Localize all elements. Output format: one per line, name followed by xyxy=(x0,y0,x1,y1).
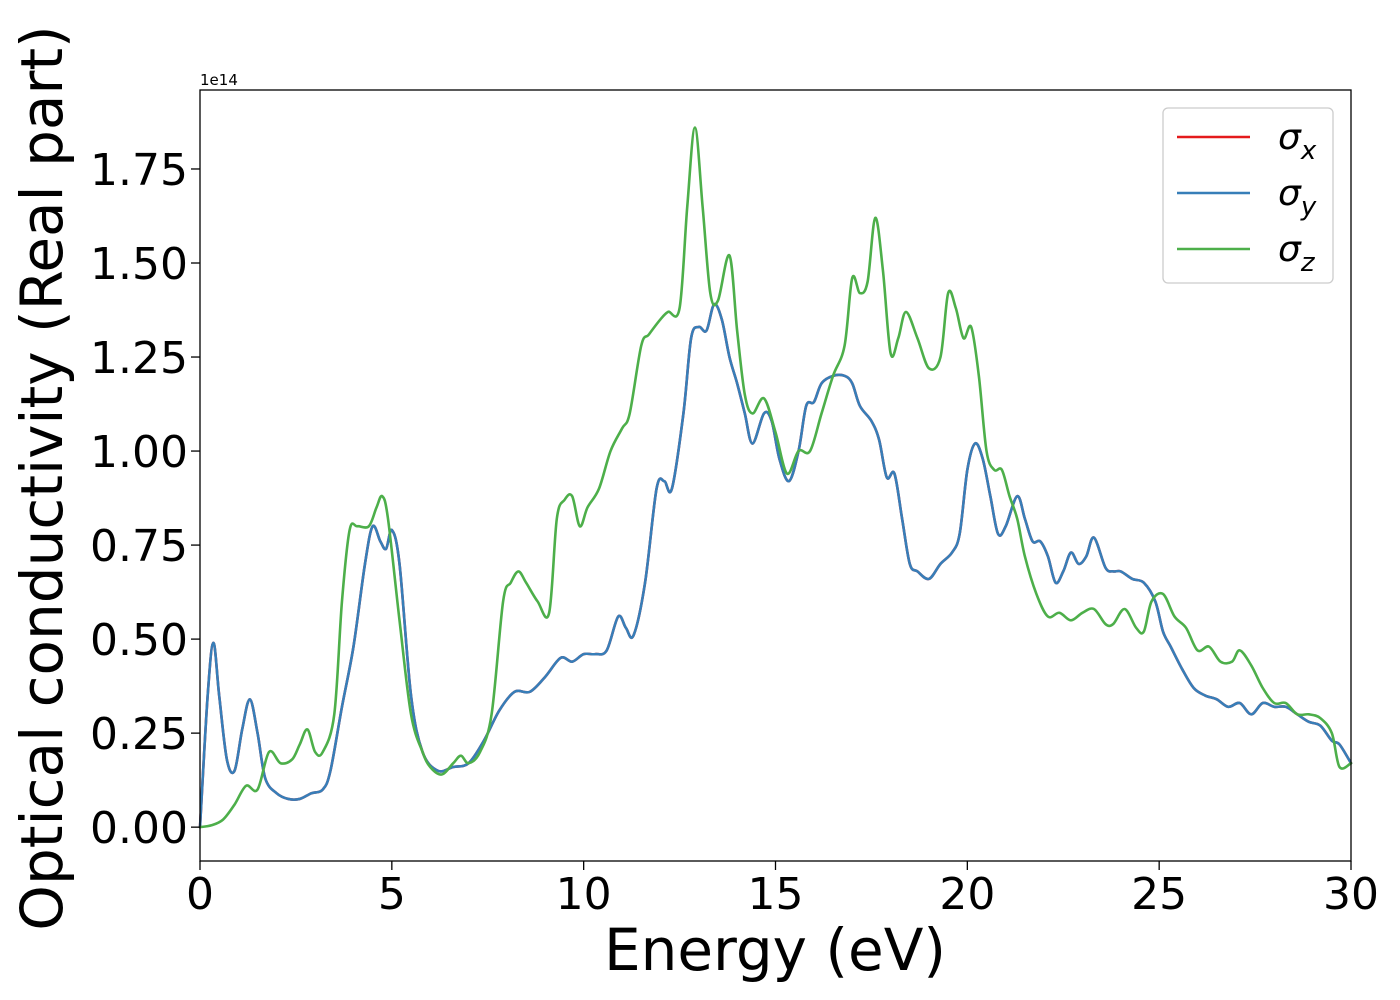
legend-label-subscript: y xyxy=(1300,192,1317,222)
legend-label-base: σ xyxy=(1278,229,1302,270)
y-axis-ticks: 0.00 0.25 0.50 0.75 1.00 1.25 1.50 1.75 xyxy=(90,145,200,854)
legend-label-base: σ xyxy=(1278,173,1302,214)
legend-label-y: σy xyxy=(1278,173,1317,222)
x-tick-label: 25 xyxy=(1131,869,1187,920)
legend-label-base: σ xyxy=(1278,117,1302,158)
x-axis-ticks: 0 5 10 15 20 25 30 xyxy=(186,861,1379,920)
x-tick-label: 0 xyxy=(186,869,214,920)
series-layer xyxy=(198,126,1353,829)
y-axis-title: Optical conductivity (Real part) xyxy=(8,25,76,930)
legend-label-x: σx xyxy=(1278,117,1317,166)
legend-label-subscript: z xyxy=(1300,248,1316,278)
x-axis-title: Energy (eV) xyxy=(604,916,946,984)
y-offset-label: 1e14 xyxy=(200,71,238,89)
y-tick-label: 0.75 xyxy=(90,521,188,572)
series-line-z xyxy=(198,126,1353,829)
legend-label-z: σz xyxy=(1278,229,1316,278)
series-line-y xyxy=(198,302,1353,829)
y-tick-label: 0.00 xyxy=(90,803,188,854)
y-tick-label: 0.25 xyxy=(90,709,188,760)
x-tick-label: 10 xyxy=(556,869,612,920)
y-tick-label: 0.50 xyxy=(90,615,188,666)
legend-label-subscript: x xyxy=(1300,136,1317,166)
y-tick-label: 1.00 xyxy=(90,427,188,478)
x-tick-label: 20 xyxy=(939,869,995,920)
x-tick-label: 15 xyxy=(748,869,804,920)
x-tick-label: 5 xyxy=(378,869,406,920)
y-tick-label: 1.25 xyxy=(90,333,188,384)
y-tick-label: 1.75 xyxy=(90,145,188,196)
plot-background xyxy=(200,90,1351,861)
x-tick-label: 30 xyxy=(1323,869,1379,920)
legend-box xyxy=(1162,107,1334,284)
y-tick-label: 1.50 xyxy=(90,239,188,290)
